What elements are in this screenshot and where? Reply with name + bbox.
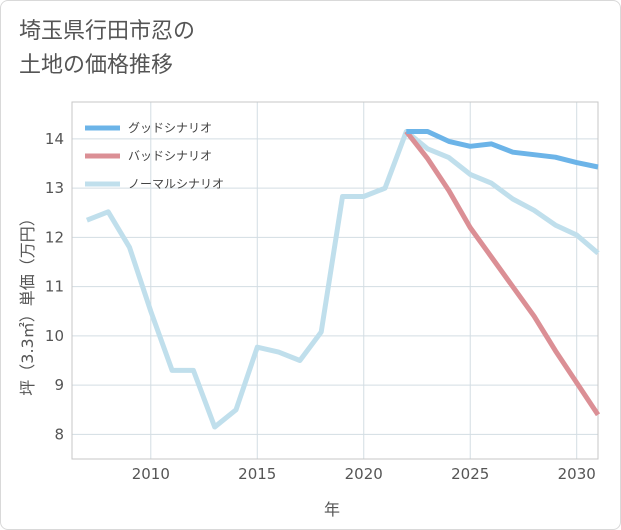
x-tick-label: 2020 [345,465,383,483]
y-axis-title: 坪（3.3㎡）単価（万円） [18,210,37,395]
x-tick-label: 2010 [132,465,170,483]
y-tick-label: 13 [45,179,64,197]
y-tick-label: 10 [45,327,64,345]
legend-label-normal: ノーマルシナリオ [128,177,224,191]
series-line-good [406,129,599,170]
x-axis-title: 年 [324,500,340,519]
chart-title: 埼玉県行田市忍の 土地の価格推移 [19,15,319,83]
legend-label-bad: バッドシナリオ [128,149,212,163]
y-tick-label: 14 [45,130,64,148]
y-tick-label: 11 [45,278,64,296]
title-line-1: 埼玉県行田市忍の [19,19,196,44]
legend-label-good: グッドシナリオ [128,121,212,135]
y-tick-label: 9 [54,376,64,394]
x-tick-label: 2030 [558,465,596,483]
tick-labels: 2010 2015 2020 2025 2030 8 9 10 11 12 13 14 [45,130,596,483]
plot-area-border [71,101,599,460]
y-tick-label: 8 [54,425,64,443]
series-lines [85,129,601,430]
x-tick-label: 2025 [451,465,489,483]
y-tick-label: 12 [45,228,64,246]
series-line-normal [85,129,600,430]
series-line-bad [404,129,601,417]
title-line-2: 土地の価格推移 [19,53,174,78]
x-tick-label: 2015 [238,465,276,483]
